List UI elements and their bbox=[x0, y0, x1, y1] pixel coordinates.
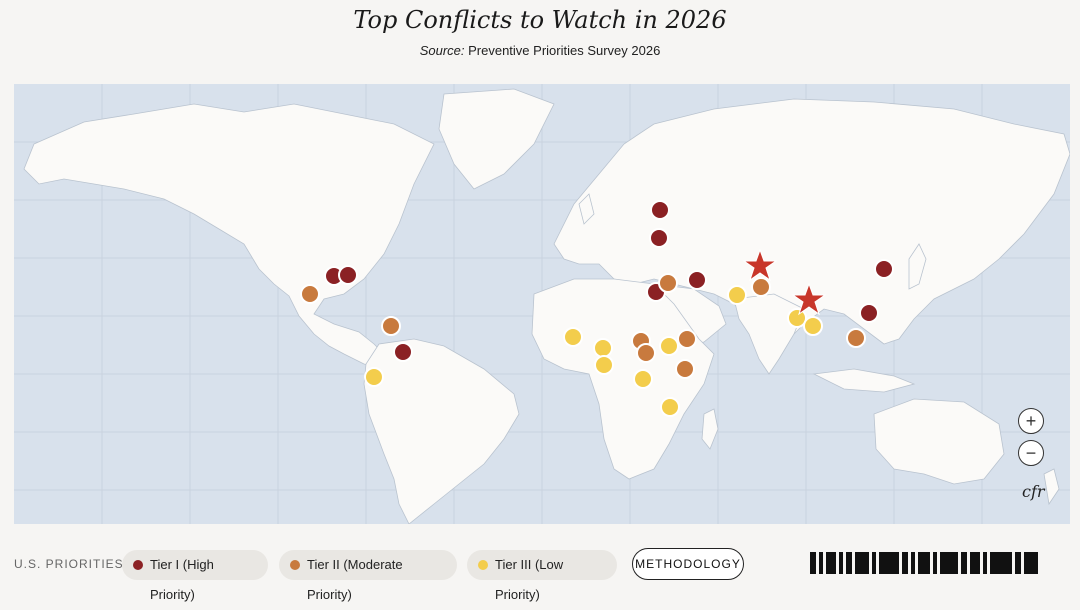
marker-tier2-mexico[interactable] bbox=[300, 284, 320, 304]
marker-tier1-taiwan[interactable] bbox=[859, 303, 879, 323]
marker-tier1-us-2[interactable] bbox=[338, 265, 358, 285]
marker-tier2-syria[interactable] bbox=[658, 273, 678, 293]
page-title: Top Conflicts to Watch in 2026 bbox=[353, 6, 727, 34]
uk-land bbox=[578, 193, 595, 225]
new-zealand-land bbox=[1043, 468, 1060, 506]
star-marker-myanmar[interactable] bbox=[791, 282, 827, 316]
marker-tier3-mali[interactable] bbox=[563, 327, 583, 347]
india-land bbox=[733, 293, 805, 375]
marker-tier1-ukraine[interactable] bbox=[649, 228, 669, 248]
marker-tier3-afghanistan[interactable] bbox=[727, 285, 747, 305]
markers-layer[interactable] bbox=[300, 200, 894, 417]
legend-tier2[interactable]: Tier II (Moderate Priority) bbox=[279, 550, 457, 602]
marker-tier3-myanmar-2[interactable] bbox=[803, 316, 823, 336]
marker-tier3-drc[interactable] bbox=[633, 369, 653, 389]
methodology-button[interactable]: METHODOLOGY bbox=[632, 548, 744, 580]
legend-tier2-label: Tier II (Moderate Priority) bbox=[307, 557, 403, 602]
zoom-out-button[interactable]: − bbox=[1018, 440, 1044, 466]
marker-tier1-russia[interactable] bbox=[650, 200, 670, 220]
cfr-logo: cfr bbox=[1022, 482, 1045, 501]
marker-tier2-sudan-2[interactable] bbox=[636, 343, 656, 363]
marker-tier2-somalia[interactable] bbox=[675, 359, 695, 379]
star-marker-india-china[interactable] bbox=[742, 248, 778, 282]
world-map-svg[interactable] bbox=[14, 84, 1070, 524]
world-map[interactable]: + − cfr bbox=[14, 84, 1070, 524]
marker-tier2-haiti[interactable] bbox=[381, 316, 401, 336]
source-label: Source: bbox=[419, 43, 465, 58]
tier1-dot-icon bbox=[133, 560, 143, 570]
source-text: Preventive Priorities Survey 2026 bbox=[464, 43, 661, 58]
share-icons-strip bbox=[810, 552, 1062, 574]
zoom-in-button[interactable]: + bbox=[1018, 408, 1044, 434]
north-america-land bbox=[23, 103, 435, 370]
madagascar-land bbox=[701, 408, 719, 450]
legend-bar: U.S. PRIORITIES Tier I (High Priority) T… bbox=[0, 548, 1080, 602]
marker-tier3-colombia[interactable] bbox=[364, 367, 384, 387]
south-america-land bbox=[363, 338, 520, 524]
legend-tier3[interactable]: Tier III (Low Priority) bbox=[467, 550, 617, 602]
marker-tier1-korea[interactable] bbox=[874, 259, 894, 279]
legend-title: U.S. PRIORITIES bbox=[14, 557, 124, 571]
marker-tier2-pakistan-india[interactable] bbox=[751, 277, 771, 297]
legend-tier3-label: Tier III (Low Priority) bbox=[495, 557, 564, 602]
marker-tier3-nigeria[interactable] bbox=[594, 355, 614, 375]
marker-tier3-mozambique[interactable] bbox=[660, 397, 680, 417]
page-subtitle: Source: Preventive Priorities Survey 202… bbox=[0, 43, 1080, 58]
indonesia-land bbox=[812, 368, 916, 393]
legend-tier1-label: Tier I (High Priority) bbox=[150, 557, 214, 602]
marker-tier3-burkina[interactable] bbox=[593, 338, 613, 358]
marker-tier2-south-china-sea[interactable] bbox=[846, 328, 866, 348]
tier3-dot-icon bbox=[478, 560, 488, 570]
marker-tier1-iran[interactable] bbox=[687, 270, 707, 290]
tier2-dot-icon bbox=[290, 560, 300, 570]
australia-land bbox=[873, 398, 1005, 485]
greenland-land bbox=[438, 88, 555, 190]
marker-tier3-south-sudan[interactable] bbox=[659, 336, 679, 356]
japan-land bbox=[908, 243, 927, 290]
marker-tier2-ethiopia[interactable] bbox=[677, 329, 697, 349]
marker-tier3-myanmar-1[interactable] bbox=[787, 308, 807, 328]
legend-tier1[interactable]: Tier I (High Priority) bbox=[122, 550, 268, 602]
marker-tier1-venezuela[interactable] bbox=[393, 342, 413, 362]
